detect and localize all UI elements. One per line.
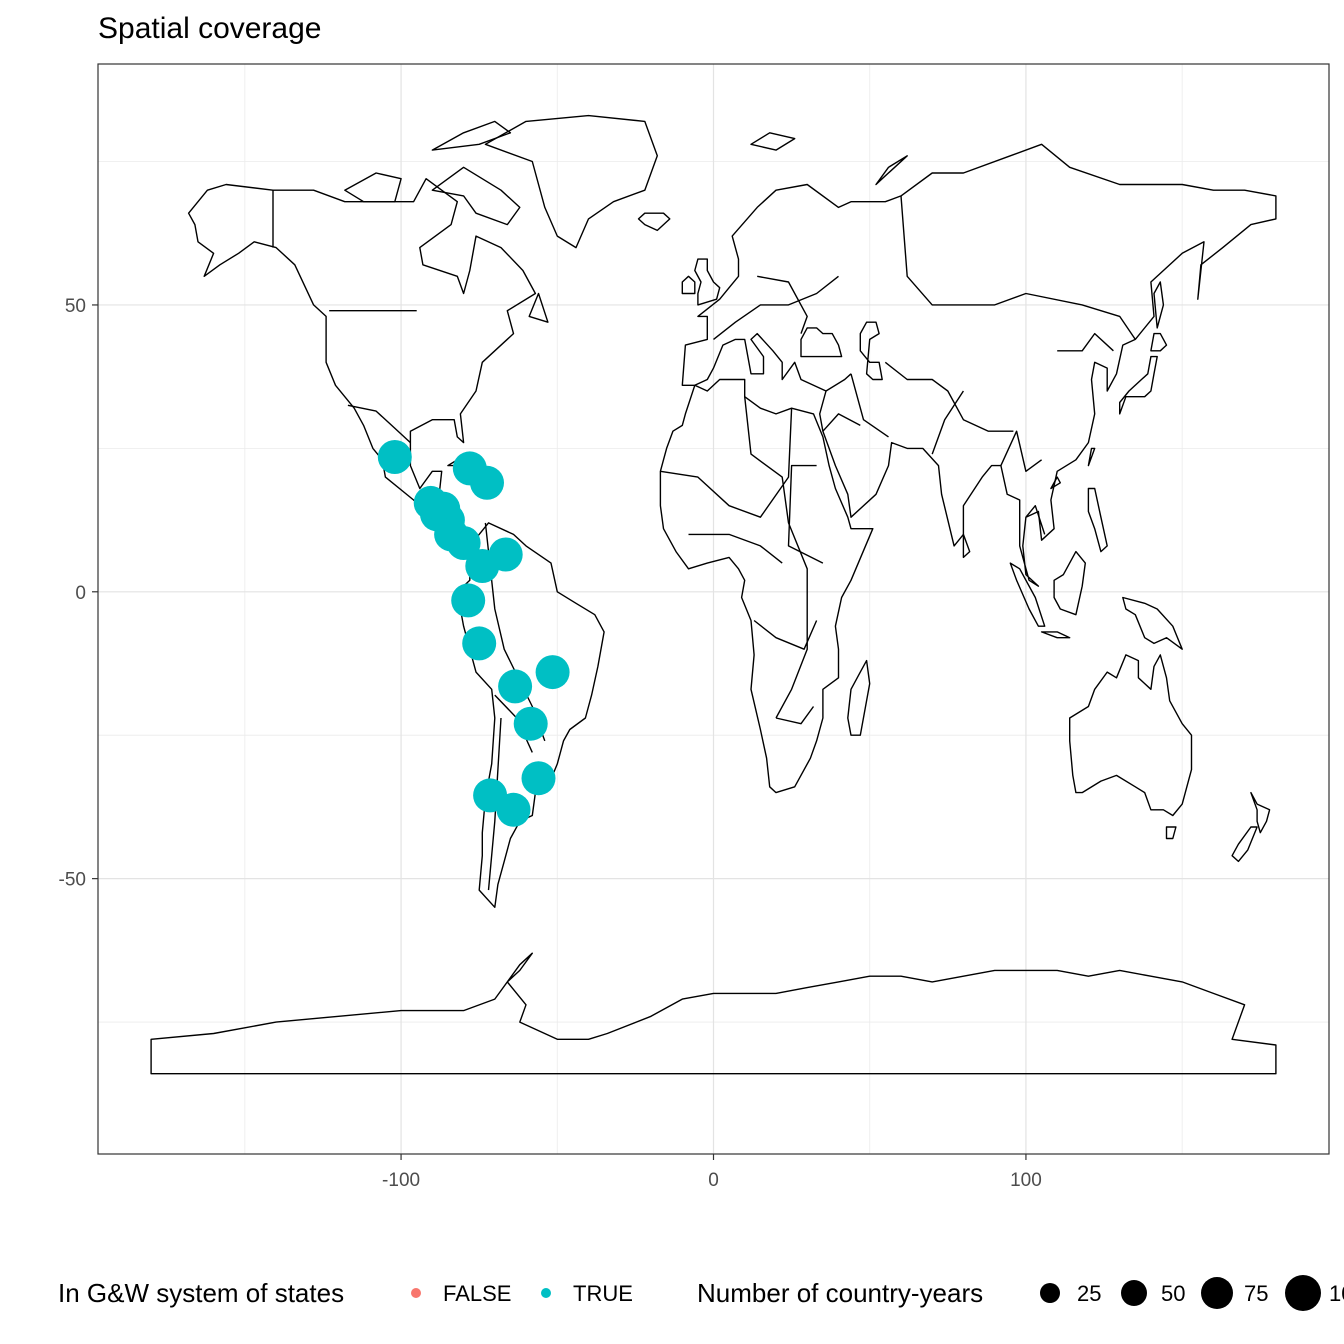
land-baffin — [431, 166, 521, 226]
border-line — [713, 275, 839, 340]
border-line — [688, 533, 783, 564]
land-britain — [694, 258, 721, 306]
land-antarctica — [150, 952, 1277, 1075]
legend-key-true — [541, 1288, 551, 1298]
land-japan — [1118, 355, 1158, 415]
axis-ticks: -100 0 100 -50 0 50 — [59, 296, 1042, 1191]
legend-key-false — [411, 1288, 421, 1298]
data-point — [535, 655, 570, 690]
land-ireland — [681, 275, 696, 295]
border-line — [787, 464, 824, 564]
land-madagascar — [847, 659, 871, 736]
border-line — [1000, 430, 1043, 472]
border-line — [660, 408, 793, 518]
data-point — [521, 761, 556, 796]
land-eurasia — [681, 143, 1277, 587]
size-label-25: 25 — [1077, 1281, 1102, 1306]
x-tick-label: -100 — [382, 1170, 420, 1191]
border-line — [884, 361, 1014, 432]
land-new-guinea — [1122, 596, 1183, 650]
size-label-100: 10 — [1329, 1281, 1344, 1306]
size-label-50: 50 — [1161, 1281, 1186, 1306]
data-point — [377, 440, 412, 474]
border-line — [775, 706, 815, 725]
land-hokkaido — [1150, 332, 1168, 352]
legend: In G&W system of states FALSE TRUE Numbe… — [0, 1272, 1344, 1322]
border-line — [347, 404, 411, 444]
border-line — [487, 717, 502, 891]
world-map-outlines — [150, 114, 1277, 1075]
border-line — [757, 275, 808, 334]
land-victoria-isl — [344, 172, 402, 203]
data-point — [451, 583, 486, 618]
land-iceland — [637, 212, 671, 232]
land-tasmania — [1165, 826, 1177, 840]
data-point — [496, 792, 531, 827]
border-line — [753, 619, 818, 650]
size-key-25 — [1040, 1283, 1060, 1303]
land-newfoundland — [528, 292, 549, 323]
data-point — [498, 669, 533, 704]
land-greenland — [484, 114, 658, 249]
data-point — [470, 465, 504, 500]
land-philippines — [1087, 487, 1108, 553]
legend-label-true: TRUE — [573, 1281, 633, 1306]
y-tick-label: 50 — [65, 296, 86, 317]
data-point — [462, 626, 497, 661]
x-tick-label: 0 — [708, 1170, 719, 1191]
data-points — [377, 440, 570, 827]
size-key-50 — [1121, 1280, 1147, 1306]
size-legend-title: Number of country-years — [697, 1278, 984, 1308]
border-line — [744, 396, 808, 719]
chart-title: Spatial coverage — [98, 12, 322, 45]
land-new-zealand-s — [1231, 826, 1258, 863]
x-tick-label: 100 — [1010, 1170, 1042, 1191]
land-sakhalin — [1153, 281, 1165, 329]
land-new-zealand-n — [1250, 791, 1271, 834]
land-borneo — [1053, 550, 1087, 616]
size-key-100 — [1285, 1275, 1321, 1311]
border-line — [1057, 332, 1114, 352]
grid-lines — [98, 64, 1329, 1154]
land-hainan — [1050, 476, 1062, 490]
border-line — [822, 413, 861, 432]
land-black-sea — [800, 327, 843, 358]
legend-label-false: FALSE — [443, 1281, 512, 1306]
land-novaya-zemlya — [875, 155, 908, 186]
land-sumatra — [1009, 562, 1046, 627]
size-label-75: 75 — [1244, 1281, 1269, 1306]
land-taiwan — [1087, 447, 1096, 467]
land-north-america — [187, 177, 537, 553]
land-ellesmere — [431, 120, 512, 151]
y-tick-label: 0 — [75, 583, 86, 604]
land-caspian — [859, 321, 883, 381]
size-key-75 — [1201, 1277, 1233, 1309]
land-africa — [659, 378, 874, 794]
border-line — [900, 195, 1136, 340]
land-australia — [1068, 654, 1193, 817]
border-line — [825, 373, 852, 392]
border-line — [931, 390, 964, 455]
y-tick-label: -50 — [59, 870, 86, 891]
land-sri-lanka — [962, 533, 971, 559]
land-java — [1040, 631, 1071, 639]
data-point — [465, 549, 500, 583]
data-point — [446, 526, 481, 560]
land-svalbard — [750, 132, 796, 151]
border-line — [1025, 505, 1046, 535]
data-point — [513, 706, 548, 741]
border-line — [850, 373, 889, 438]
color-legend-title: In G&W system of states — [58, 1278, 345, 1308]
